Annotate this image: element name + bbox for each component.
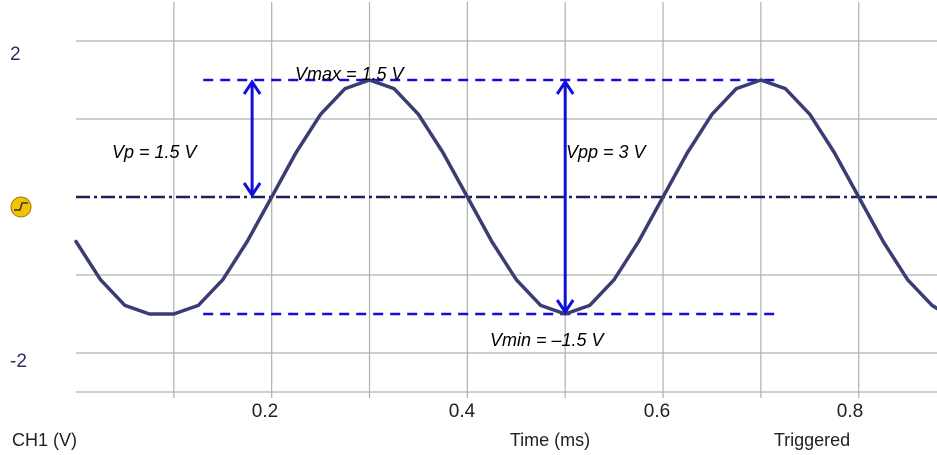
reference-lines xyxy=(76,78,937,316)
vp-annotation: Vp = 1.5 V xyxy=(112,142,199,162)
arrow-head-down xyxy=(555,299,575,315)
vmax-annotation: Vmax = 1.5 V xyxy=(295,64,406,84)
arrow-head-down xyxy=(242,182,262,198)
measurement-arrow xyxy=(555,79,575,315)
y-tick-label: 2 xyxy=(10,44,21,65)
arrow-head-up xyxy=(555,79,575,95)
x-axis-title: Time (ms) xyxy=(510,430,590,450)
waveform-layer xyxy=(74,78,937,316)
measurement-arrow xyxy=(242,79,262,198)
vpp-annotation: Vpp = 3 V xyxy=(566,142,648,162)
x-tick-label: 0.4 xyxy=(449,401,476,422)
x-tick-label: 0.8 xyxy=(837,401,863,422)
x-tick-label: 0.2 xyxy=(252,401,278,422)
arrow-head-up xyxy=(242,79,262,95)
waveform-line xyxy=(74,78,937,316)
vmin-annotation: Vmin = –1.5 V xyxy=(490,330,606,350)
trigger-marker-icon[interactable] xyxy=(10,196,32,218)
x-tick-label: 0.6 xyxy=(644,401,670,422)
y-tick-label: -2 xyxy=(10,351,27,372)
trigger-status: Triggered xyxy=(774,430,850,450)
measurement-arrows xyxy=(242,79,575,315)
channel-label: CH1 (V) xyxy=(12,430,77,450)
